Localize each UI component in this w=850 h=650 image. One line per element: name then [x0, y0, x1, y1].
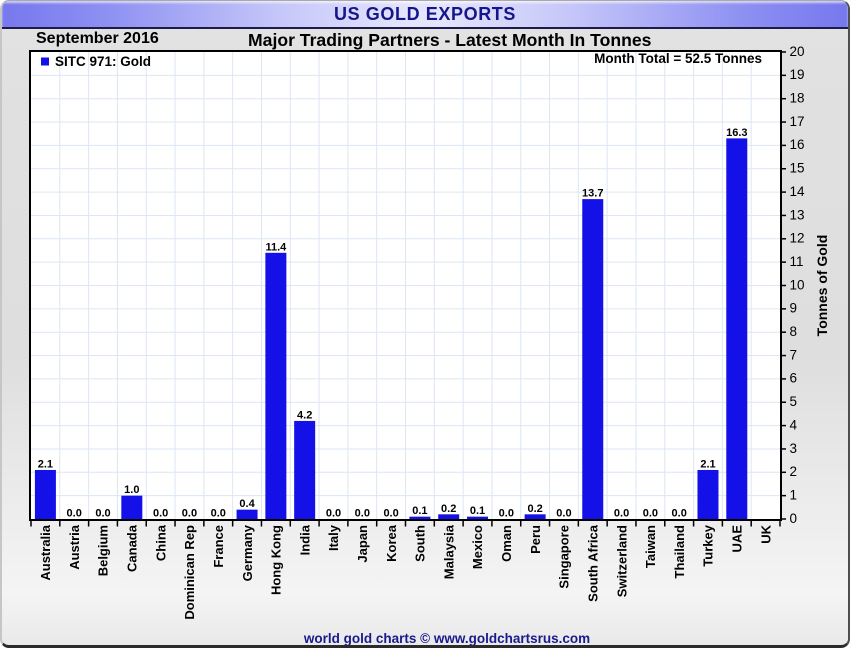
svg-text:France: France	[211, 525, 226, 568]
svg-text:3: 3	[790, 441, 798, 456]
svg-text:15: 15	[790, 161, 805, 176]
svg-text:0.0: 0.0	[95, 508, 110, 520]
svg-text:Italy: Italy	[326, 524, 341, 551]
svg-text:Australia: Australia	[38, 524, 53, 580]
svg-text:7: 7	[790, 347, 798, 362]
svg-text:9: 9	[790, 301, 798, 316]
svg-text:0.2: 0.2	[441, 503, 456, 515]
svg-text:0.0: 0.0	[211, 508, 226, 520]
svg-text:0.4: 0.4	[239, 498, 255, 510]
svg-text:UAE: UAE	[729, 525, 744, 553]
svg-text:South Africa: South Africa	[585, 524, 600, 602]
svg-text:Canada: Canada	[125, 524, 140, 572]
svg-text:0.0: 0.0	[383, 508, 398, 520]
svg-text:Japan: Japan	[355, 525, 370, 563]
svg-text:14: 14	[790, 184, 806, 199]
svg-text:Turkey: Turkey	[701, 524, 716, 566]
svg-text:20: 20	[790, 44, 805, 59]
svg-text:0.0: 0.0	[614, 508, 629, 520]
svg-text:11.4: 11.4	[265, 241, 287, 253]
svg-text:0.2: 0.2	[527, 503, 542, 515]
svg-text:Dominican Rep: Dominican Rep	[182, 525, 197, 620]
svg-text:8: 8	[790, 324, 798, 339]
svg-text:0.0: 0.0	[182, 508, 197, 520]
svg-text:SITC 971: Gold: SITC 971: Gold	[55, 54, 151, 69]
svg-text:Oman: Oman	[499, 525, 514, 562]
svg-text:0: 0	[790, 511, 798, 526]
svg-text:0.0: 0.0	[355, 508, 370, 520]
svg-text:13.7: 13.7	[582, 188, 603, 200]
svg-text:2.1: 2.1	[700, 458, 715, 470]
svg-text:10: 10	[790, 277, 805, 292]
svg-text:0.0: 0.0	[556, 508, 571, 520]
svg-text:Hong Kong: Hong Kong	[269, 525, 284, 595]
svg-text:2: 2	[790, 464, 798, 479]
svg-text:0.0: 0.0	[153, 508, 168, 520]
svg-text:2.1: 2.1	[38, 458, 53, 470]
svg-text:Peru: Peru	[528, 525, 543, 554]
svg-text:China: China	[153, 524, 168, 561]
svg-text:India: India	[297, 524, 312, 555]
svg-text:UK: UK	[758, 524, 773, 543]
svg-text:0.0: 0.0	[499, 508, 514, 520]
svg-text:19: 19	[790, 67, 805, 82]
svg-text:13: 13	[790, 207, 805, 222]
svg-text:South: South	[413, 525, 428, 562]
svg-text:0.1: 0.1	[470, 505, 485, 517]
svg-text:1.0: 1.0	[124, 484, 139, 496]
svg-text:1: 1	[790, 487, 798, 502]
svg-text:12: 12	[790, 231, 805, 246]
svg-text:4: 4	[790, 417, 798, 432]
svg-text:Austria: Austria	[67, 524, 82, 570]
svg-text:Thailand: Thailand	[672, 525, 687, 579]
svg-text:Germany: Germany	[240, 524, 255, 581]
svg-text:Tonnes of Gold: Tonnes of Gold	[814, 235, 830, 337]
svg-text:0.0: 0.0	[67, 508, 82, 520]
svg-text:17: 17	[790, 114, 805, 129]
svg-text:0.1: 0.1	[412, 505, 427, 517]
svg-text:6: 6	[790, 371, 798, 386]
svg-text:18: 18	[790, 91, 805, 106]
svg-text:11: 11	[790, 254, 804, 269]
svg-text:0.0: 0.0	[326, 508, 341, 520]
svg-text:Month Total = 52.5 Tonnes: Month Total = 52.5 Tonnes	[594, 51, 762, 66]
svg-text:Singapore: Singapore	[557, 525, 572, 589]
svg-text:Taiwan: Taiwan	[643, 525, 658, 568]
svg-text:0.0: 0.0	[672, 508, 687, 520]
svg-text:Malaysia: Malaysia	[441, 524, 456, 579]
svg-text:Switzerland: Switzerland	[614, 525, 629, 597]
svg-text:0.0: 0.0	[643, 508, 658, 520]
svg-text:Korea: Korea	[384, 524, 399, 562]
svg-text:Mexico: Mexico	[470, 525, 485, 569]
svg-text:16: 16	[790, 137, 805, 152]
svg-text:4.2: 4.2	[297, 409, 312, 421]
svg-text:16.3: 16.3	[726, 127, 747, 139]
svg-text:Belgium: Belgium	[96, 525, 111, 576]
svg-text:5: 5	[790, 394, 798, 409]
